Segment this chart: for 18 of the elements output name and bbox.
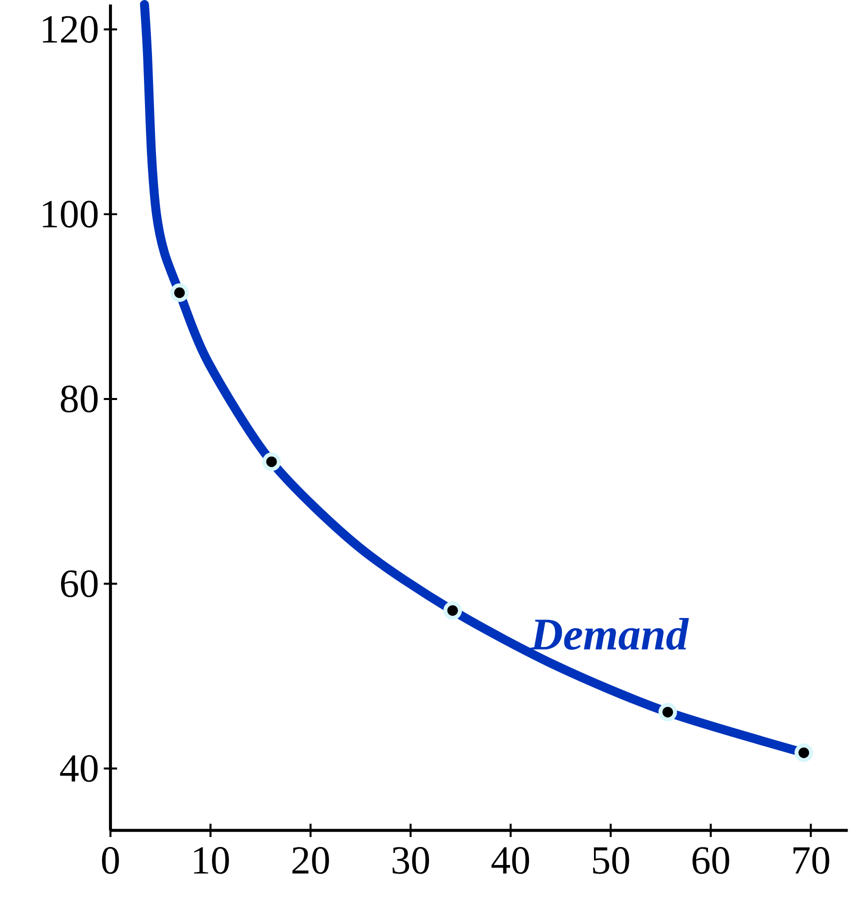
y-tick-label: 120 [42,16,98,43]
point [262,452,281,472]
y-tick-label: 100 [42,200,98,228]
x-tick-label: 50 [592,847,629,874]
x-tick-label: 10 [194,847,229,874]
y-tick-label: 60 [60,570,98,598]
x-tick-label: 30 [392,847,429,874]
y-tick-label: 80 [60,386,98,412]
point [443,601,462,620]
x-tick-label: 60 [692,847,729,874]
series-label: Demand [530,618,689,650]
y-tick-label: 40 [60,755,98,782]
x-tick-label: 0 [102,847,119,874]
x-tick-label: 20 [292,847,329,874]
x-tick-label: 40 [491,847,529,874]
point [658,702,677,722]
point [170,283,189,302]
x-tick-label: 70 [793,847,830,874]
